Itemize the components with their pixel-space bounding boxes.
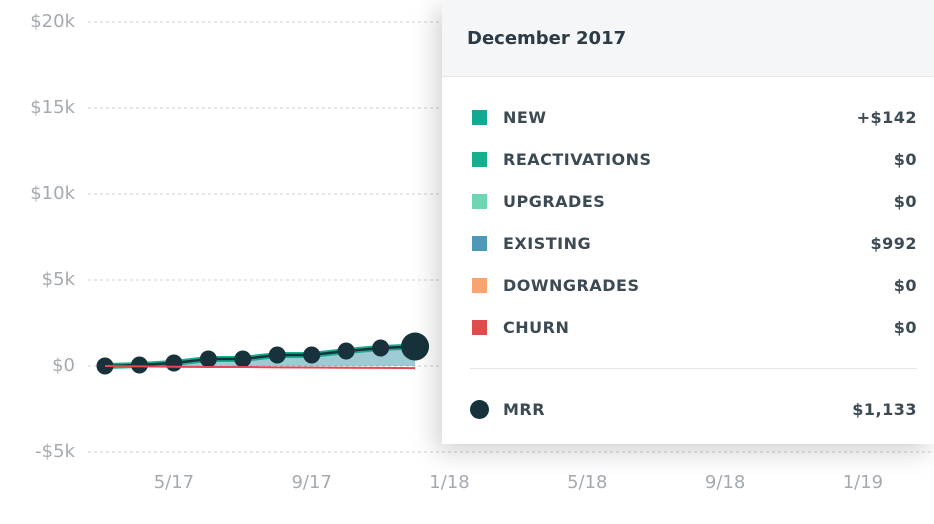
row-value: $0 (893, 317, 917, 337)
point (337, 342, 355, 360)
row-label: NEW (503, 107, 547, 127)
row-label: EXISTING (503, 233, 592, 253)
row-value: $0 (893, 275, 917, 295)
x-tick-label: 5/18 (567, 472, 607, 493)
tooltip-row: EXISTING $992 (472, 231, 917, 255)
x-tick-label: 9/18 (705, 472, 745, 493)
swatch (472, 151, 487, 167)
swatch (472, 277, 487, 293)
row-label: DOWNGRADES (503, 275, 640, 295)
y-tick-label: $0 (52, 355, 75, 376)
tooltip: December 2017 NEW +$142 REACTIVATIONS $0 UPG… (442, 0, 934, 444)
y-tick-label: $5k (42, 269, 76, 290)
swatch (472, 319, 487, 335)
y-tick-label: $15k (30, 97, 75, 118)
y-tick-label: -$5k (35, 441, 75, 462)
row-value: $0 (893, 149, 917, 169)
point (372, 339, 390, 357)
line (104, 365, 416, 370)
swatch (470, 399, 489, 419)
swatch (472, 235, 487, 251)
point (303, 346, 321, 364)
row-label: CHURN (503, 317, 570, 337)
tooltip-row: REACTIVATIONS $0 (472, 147, 917, 171)
row-value: $0 (893, 191, 917, 211)
row-value: $992 (870, 233, 917, 253)
x-tick-label: 1/19 (843, 472, 883, 493)
row-label: REACTIVATIONS (503, 149, 652, 169)
point (130, 356, 148, 374)
tooltip-row: NEW +$142 (472, 105, 917, 129)
x-tick-label: 9/17 (291, 472, 331, 493)
point (165, 354, 183, 372)
point (234, 350, 252, 368)
tooltip-row: MRR $1,133 (470, 397, 917, 421)
tooltip-row: UPGRADES $0 (472, 189, 917, 213)
swatch (472, 109, 487, 125)
area (105, 346, 416, 366)
line (104, 345, 416, 368)
x-tick-label: 5/17 (154, 472, 194, 493)
tooltip-title: December 2017 (442, 0, 934, 77)
row-label: MRR (503, 399, 546, 419)
row-value: +$142 (856, 107, 917, 127)
row-value: $1,133 (852, 399, 917, 419)
x-tick-label: 1/18 (429, 472, 469, 493)
divider (470, 368, 917, 369)
row-label: UPGRADES (503, 191, 606, 211)
point (401, 332, 430, 361)
tooltip-row: CHURN $0 (472, 315, 917, 339)
swatch (472, 193, 487, 209)
point (268, 346, 286, 364)
point (199, 350, 217, 368)
y-tick-label: $20k (30, 11, 75, 32)
y-tick-label: $10k (30, 183, 75, 204)
tooltip-row: DOWNGRADES $0 (472, 273, 917, 297)
